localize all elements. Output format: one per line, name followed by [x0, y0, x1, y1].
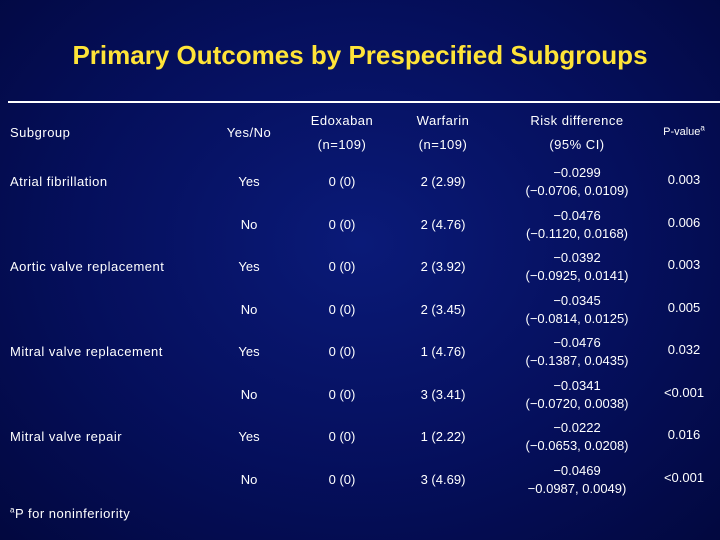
header-risk-ci: (95% CI) [549, 137, 605, 152]
cell-edoxaban: 0 (0) [328, 344, 356, 359]
header-yes-no: Yes/No [226, 125, 272, 140]
cell-edoxaban: 0 (0) [328, 429, 356, 444]
cell-edoxaban: 0 (0) [328, 301, 356, 317]
cell-yes-no: No [240, 471, 258, 487]
header-warfarin: Warfarin [416, 113, 470, 128]
cell-edoxaban: 0 (0) [328, 216, 356, 232]
header-subgroup: Subgroup [10, 125, 71, 140]
slide-title: Primary Outcomes by Prespecified Subgrou… [72, 40, 648, 70]
header-p-value-sup: a [700, 123, 705, 133]
cell-yes-no: No [240, 386, 258, 402]
cell-p-value: <0.001 [663, 469, 705, 485]
cell-yes-no: Yes [238, 174, 260, 189]
header-p-value: P-valuea [663, 124, 705, 140]
cell-risk-difference: −0.0476 [553, 335, 601, 350]
cell-risk-ci: (−0.1120, 0.0168) [525, 225, 629, 241]
footnote: aP for noninferiority [10, 506, 130, 521]
footnote-text: P for noninferiority [14, 506, 131, 521]
header-divider [8, 101, 720, 103]
cell-risk-ci: (−0.1387, 0.0435) [525, 353, 629, 368]
header-edoxaban-n: (n=109) [317, 137, 367, 152]
cell-warfarin: 3 (3.41) [420, 386, 466, 402]
cell-subgroup: Aortic valve replacement [10, 259, 165, 274]
cell-p-value: 0.032 [667, 342, 701, 357]
header-edoxaban: Edoxaban [310, 113, 374, 128]
cell-risk-ci: (−0.0653, 0.0208) [525, 438, 629, 453]
cell-yes-no: Yes [238, 259, 260, 274]
cell-edoxaban: 0 (0) [328, 471, 356, 487]
cell-p-value: 0.006 [667, 214, 701, 230]
cell-risk-difference: −0.0392 [553, 250, 601, 265]
cell-warfarin: 3 (4.69) [420, 471, 466, 487]
cell-yes-no: Yes [238, 429, 260, 444]
header-risk-difference: Risk difference [530, 113, 624, 128]
cell-risk-difference: −0.0476 [553, 207, 601, 223]
cell-p-value: 0.005 [667, 299, 701, 315]
cell-edoxaban: 0 (0) [328, 259, 356, 274]
cell-risk-ci: (−0.0720, 0.0038) [525, 395, 629, 411]
cell-edoxaban: 0 (0) [328, 386, 356, 402]
cell-warfarin: 2 (3.45) [420, 301, 466, 317]
cell-risk-ci: −0.0987, 0.0049) [527, 480, 627, 496]
cell-warfarin: 1 (2.22) [420, 429, 466, 444]
cell-risk-ci: (−0.0814, 0.0125) [525, 310, 629, 326]
cell-risk-difference: −0.0469 [553, 462, 601, 478]
cell-p-value: 0.003 [667, 257, 701, 272]
footnote-sup: a [10, 505, 15, 515]
cell-warfarin: 2 (4.76) [420, 216, 466, 232]
cell-risk-ci: (−0.0925, 0.0141) [525, 268, 629, 283]
cell-risk-difference: −0.0222 [553, 420, 601, 435]
cell-risk-difference: −0.0299 [553, 165, 601, 180]
cell-yes-no: No [240, 216, 258, 232]
cell-subgroup: Mitral valve replacement [10, 344, 163, 359]
cell-p-value: 0.003 [667, 172, 701, 187]
header-p-value-label: P-value [663, 126, 701, 138]
cell-risk-ci: (−0.0706, 0.0109) [525, 183, 629, 198]
cell-risk-difference: −0.0345 [553, 292, 601, 308]
header-warfarin-n: (n=109) [418, 137, 468, 152]
cell-yes-no: No [240, 301, 258, 317]
cell-yes-no: Yes [238, 344, 260, 359]
cell-p-value: <0.001 [663, 384, 705, 400]
cell-subgroup: Atrial fibrillation [10, 174, 108, 189]
cell-warfarin: 2 (3.92) [420, 259, 466, 274]
cell-warfarin: 1 (4.76) [420, 344, 466, 359]
cell-risk-difference: −0.0341 [553, 377, 601, 393]
cell-edoxaban: 0 (0) [328, 174, 356, 189]
cell-subgroup: Mitral valve repair [10, 429, 123, 444]
cell-warfarin: 2 (2.99) [420, 174, 466, 189]
cell-p-value: 0.016 [667, 427, 701, 442]
